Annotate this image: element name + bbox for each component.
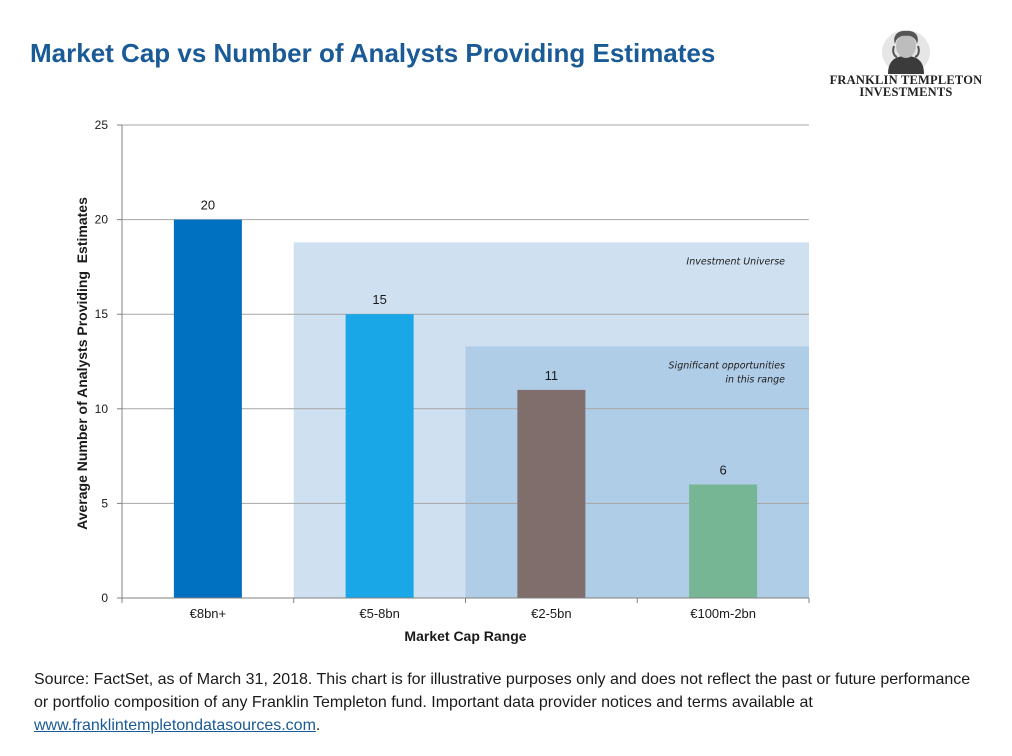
region-label: Significant opportunities xyxy=(669,360,786,371)
bar-3 xyxy=(517,389,586,598)
y-tick-label: 10 xyxy=(95,402,109,416)
y-tick-label: 25 xyxy=(95,118,109,132)
brand-logo: FRANKLIN TEMPLETON INVESTMENTS xyxy=(826,26,986,100)
data-sources-link[interactable]: www.franklintempletondatasources.com xyxy=(34,717,316,734)
bar-chart: Investment Universe Significant opportuni… xyxy=(74,118,810,644)
footnote-end: . xyxy=(315,717,321,734)
footnote-text: Source: FactSet, as of March 31, 2018. T… xyxy=(34,671,971,711)
x-tick-label: €2-5bn xyxy=(531,606,571,621)
y-tick-label: 15 xyxy=(95,307,109,321)
page-title: Market Cap vs Number of Analysts Providi… xyxy=(30,38,716,68)
data-label: 20 xyxy=(201,198,215,213)
portrait-icon xyxy=(882,30,930,74)
y-tick-label: 20 xyxy=(95,213,109,227)
y-axis-title: Average Number of Analysts Providing Est… xyxy=(74,197,90,530)
region-label: Investment Universe xyxy=(686,256,785,267)
data-label: 11 xyxy=(545,368,559,383)
data-label: 6 xyxy=(720,462,727,477)
x-tick-label: €8bn+ xyxy=(190,606,227,621)
bar-4 xyxy=(689,484,758,598)
source-footnote: Source: FactSet, as of March 31, 2018. T… xyxy=(34,668,984,737)
data-label: 15 xyxy=(372,292,386,307)
x-tick-label: €100m-2bn xyxy=(690,606,756,621)
bar-2 xyxy=(345,314,414,598)
x-tick-label: €5-8bn xyxy=(359,606,399,621)
logo-text-line2: INVESTMENTS xyxy=(859,85,953,99)
bar-1 xyxy=(173,219,242,598)
region-label: in this range xyxy=(725,374,785,385)
y-tick-label: 0 xyxy=(101,591,108,605)
y-tick-label: 5 xyxy=(101,496,108,510)
logo-text-line1: FRANKLIN TEMPLETON xyxy=(829,73,983,87)
x-axis-title: Market Cap Range xyxy=(404,628,526,644)
